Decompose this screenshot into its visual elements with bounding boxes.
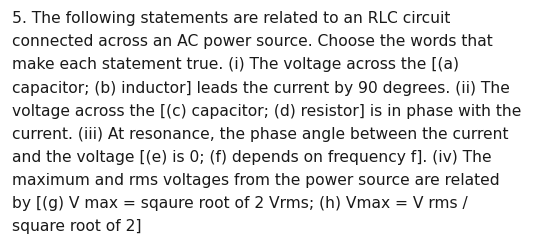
Text: capacitor; (b) inductor] leads the current by 90 degrees. (ii) The: capacitor; (b) inductor] leads the curre… bbox=[12, 80, 510, 95]
Text: connected across an AC power source. Choose the words that: connected across an AC power source. Cho… bbox=[12, 34, 493, 49]
Text: voltage across the [(c) capacitor; (d) resistor] is in phase with the: voltage across the [(c) capacitor; (d) r… bbox=[12, 103, 522, 118]
Text: by [(g) V max = sqaure root of 2 Vrms; (h) Vmax = V rms /: by [(g) V max = sqaure root of 2 Vrms; (… bbox=[12, 195, 468, 210]
Text: make each statement true. (i) The voltage across the [(a): make each statement true. (i) The voltag… bbox=[12, 57, 459, 72]
Text: maximum and rms voltages from the power source are related: maximum and rms voltages from the power … bbox=[12, 172, 500, 187]
Text: 5. The following statements are related to an RLC circuit: 5. The following statements are related … bbox=[12, 11, 451, 26]
Text: current. (iii) At resonance, the phase angle between the current: current. (iii) At resonance, the phase a… bbox=[12, 126, 509, 141]
Text: square root of 2]: square root of 2] bbox=[12, 218, 142, 233]
Text: and the voltage [(e) is 0; (f) depends on frequency f]. (iv) The: and the voltage [(e) is 0; (f) depends o… bbox=[12, 149, 492, 164]
